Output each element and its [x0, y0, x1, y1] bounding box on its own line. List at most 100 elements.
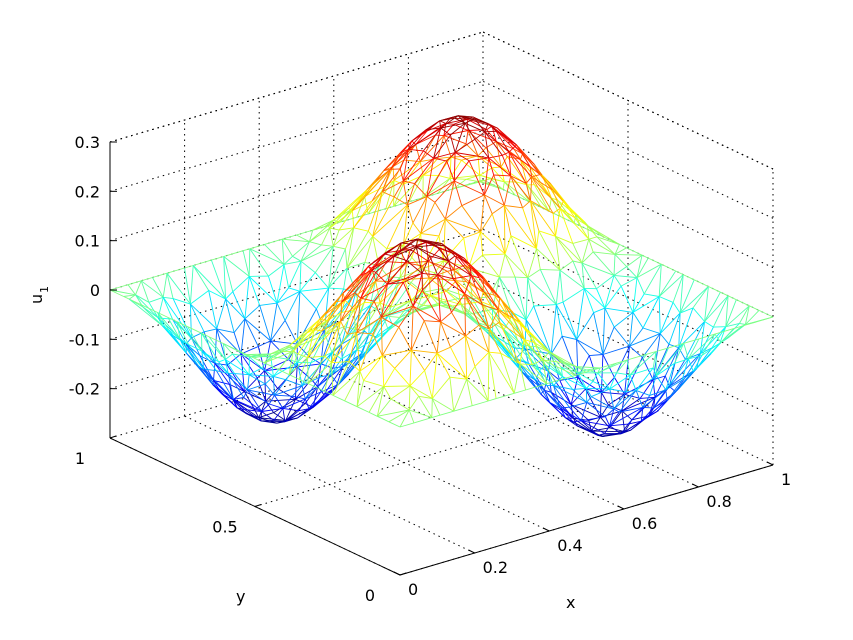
- mesh-edge: [439, 248, 457, 256]
- mesh-edge: [274, 379, 287, 396]
- mesh-edge: [535, 380, 542, 395]
- mesh-edge: [433, 157, 447, 162]
- mesh-edge: [430, 295, 462, 305]
- mesh-edge: [500, 352, 521, 365]
- mesh-edge: [264, 362, 279, 371]
- mesh-edge: [312, 219, 334, 231]
- mesh-edge: [261, 367, 274, 377]
- mesh-edge: [549, 351, 577, 367]
- mesh-edge: [694, 279, 709, 287]
- mesh-edge: [652, 333, 661, 380]
- mesh-edge: [414, 183, 428, 197]
- mesh-edge: [167, 316, 178, 323]
- mesh-edge: [407, 183, 416, 205]
- mesh-edge: [282, 395, 293, 409]
- mesh-edge: [555, 304, 563, 337]
- mesh-edge: [504, 253, 516, 278]
- x-tick-label: 0.8: [706, 492, 731, 511]
- mesh-edge: [288, 374, 300, 380]
- mesh-edge: [393, 242, 402, 257]
- mesh-edge: [547, 351, 562, 368]
- mesh-edge: [466, 366, 476, 380]
- mesh-edge: [559, 201, 564, 209]
- mesh-edge: [446, 280, 457, 292]
- mesh-edge: [184, 265, 194, 269]
- mesh-edge: [240, 318, 246, 354]
- mesh-edge: [353, 191, 383, 229]
- mesh-edge: [384, 253, 395, 257]
- mesh-edge: [328, 287, 344, 290]
- mesh-edge: [484, 131, 503, 156]
- mesh-edge: [128, 294, 136, 300]
- mesh-edge: [232, 353, 250, 375]
- mesh-edge: [704, 291, 721, 322]
- mesh-edge: [381, 169, 391, 192]
- mesh-edge: [524, 348, 549, 372]
- mesh-edge: [629, 327, 644, 347]
- mesh-edge: [309, 225, 329, 243]
- mesh-edge: [581, 251, 594, 264]
- mesh-edge: [233, 318, 246, 333]
- mesh-edge: [218, 359, 226, 363]
- mesh-edge: [190, 303, 218, 330]
- mesh-edge: [562, 201, 588, 227]
- mesh-edge: [553, 385, 588, 403]
- mesh-edge: [256, 377, 267, 402]
- mesh-edge: [324, 355, 332, 364]
- z-tick-label: 0: [90, 281, 100, 300]
- mesh-edge: [109, 289, 136, 296]
- mesh-edge: [580, 225, 594, 233]
- mesh-edge: [642, 406, 654, 409]
- mesh-edge: [297, 361, 311, 364]
- mesh-edge: [399, 168, 404, 182]
- mesh-edge: [310, 334, 326, 364]
- mesh-edge: [244, 409, 262, 412]
- mesh-edge: [621, 396, 656, 412]
- mesh-edge: [353, 309, 356, 330]
- mesh-edge: [325, 301, 342, 315]
- mesh-edge: [704, 286, 709, 322]
- mesh-edge: [720, 328, 735, 343]
- mesh-edge: [297, 353, 308, 359]
- mesh-edge: [613, 390, 637, 410]
- mesh-edge: [364, 301, 381, 304]
- mesh-edge: [474, 118, 486, 133]
- mesh-edge: [388, 276, 401, 279]
- mesh-edge: [535, 370, 541, 381]
- grid-line: [482, 327, 774, 466]
- mesh-edge: [289, 344, 294, 352]
- mesh-edge: [356, 332, 361, 372]
- mesh-edge: [390, 152, 401, 170]
- mesh-edge: [562, 201, 576, 219]
- mesh-edge: [360, 272, 377, 299]
- mesh-edge: [536, 248, 561, 271]
- mesh-edge: [601, 392, 609, 406]
- mesh-edge: [306, 329, 315, 334]
- mesh-edge: [298, 408, 309, 412]
- mesh-edge: [504, 181, 516, 196]
- mesh-edge: [308, 383, 325, 392]
- mesh-edge: [653, 389, 667, 409]
- mesh-edge: [258, 401, 267, 418]
- mesh-edge: [554, 374, 576, 382]
- mesh-edge: [449, 134, 456, 153]
- mesh-edge: [308, 391, 322, 409]
- mesh-edge: [376, 330, 389, 344]
- mesh-edge: [474, 118, 489, 125]
- mesh-edge: [148, 296, 164, 303]
- mesh-edge: [341, 349, 357, 360]
- mesh-edge: [208, 290, 226, 300]
- mesh-edge: [513, 318, 525, 340]
- mesh-edge: [559, 407, 574, 423]
- mesh-edge: [385, 205, 394, 210]
- mesh-edge: [673, 343, 685, 364]
- mesh-edge: [420, 218, 446, 234]
- mesh-edge: [451, 312, 466, 337]
- mesh-edge: [398, 305, 414, 328]
- mesh-edge: [656, 343, 685, 377]
- mesh-edge: [188, 344, 205, 370]
- mesh-edge: [433, 152, 456, 159]
- mesh-edge: [613, 266, 627, 276]
- mesh-edge: [517, 341, 540, 372]
- mesh-edge: [288, 351, 294, 375]
